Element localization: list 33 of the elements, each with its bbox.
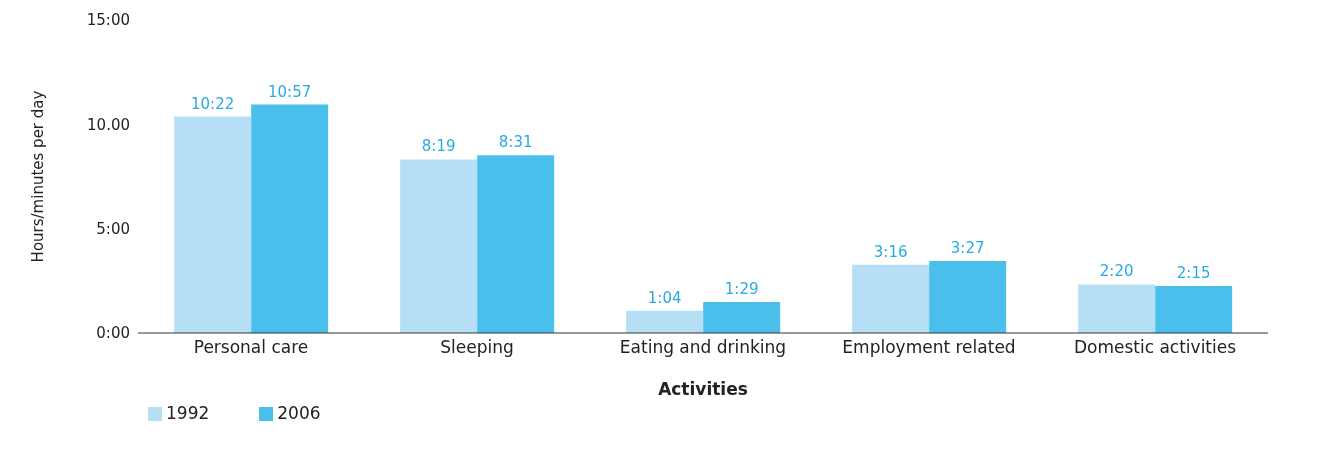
data-label: 1:04 [647, 288, 682, 307]
data-label: 3:16 [873, 242, 908, 261]
x-tick-label: Domestic activities [1073, 337, 1237, 358]
x-tick-label: Employment related [842, 337, 1016, 358]
bar [174, 116, 252, 333]
bar [1155, 286, 1233, 333]
data-label: 2:15 [1176, 264, 1211, 283]
bar [251, 104, 329, 333]
data-label: 8:19 [421, 137, 456, 156]
bar [626, 310, 704, 333]
y-tick-label: 10.00 [87, 115, 130, 134]
legend-label: 2006 [277, 403, 321, 423]
y-tick-label: 5:00 [96, 219, 130, 238]
bar [703, 302, 781, 333]
bar [1078, 284, 1156, 333]
x-axis-title: Activities [658, 379, 748, 399]
data-label: 10:57 [268, 82, 312, 101]
x-tick-label: Sleeping [440, 337, 514, 358]
data-label: 1:29 [724, 280, 759, 299]
bar [400, 159, 478, 333]
bar [852, 264, 930, 333]
data-label: 2:20 [1099, 262, 1134, 281]
y-tick-label: 15:00 [86, 11, 130, 30]
y-axis-title: Hours/minutes per day [29, 90, 48, 263]
bar [929, 261, 1007, 333]
data-label: 3:27 [950, 239, 985, 258]
bar [477, 155, 555, 333]
data-label: 10:22 [191, 94, 235, 113]
legend-label: 1992 [166, 403, 210, 423]
data-label: 8:31 [498, 133, 533, 152]
y-tick-label: 0:00 [96, 324, 130, 343]
x-tick-label: Personal care [193, 337, 309, 358]
x-tick-label: Eating and drinking [619, 337, 787, 358]
